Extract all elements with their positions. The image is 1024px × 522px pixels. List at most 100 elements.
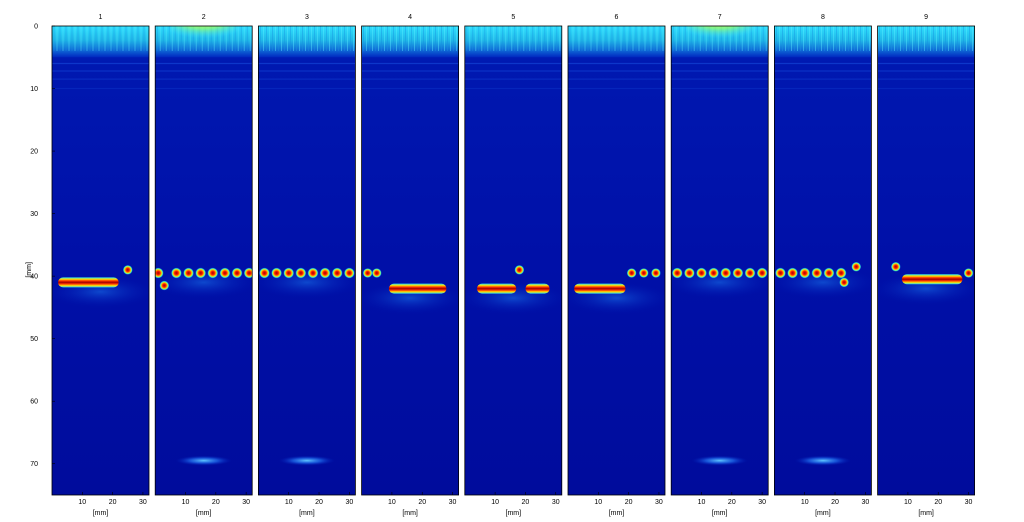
y-tick-label: 10 [30, 86, 38, 93]
panel-image [568, 26, 665, 495]
reflector-bar [525, 283, 550, 294]
background [258, 26, 356, 495]
reflector-dot [170, 267, 182, 279]
reflector-dot [231, 267, 243, 279]
y-tick-label: 50 [30, 336, 38, 343]
x-tick-label: 10 [491, 499, 499, 506]
panel-title: 6 [615, 14, 619, 21]
reflector-dot [219, 267, 231, 279]
back-wall-echo [794, 455, 851, 466]
reflector-dot [155, 267, 164, 279]
panels-layer: 10 20 30 [mm] 1 10 20 30 [mm] 2 10 20 30 [mm] 3 10 20 30 [… [51, 14, 975, 517]
reflector-point [851, 261, 862, 272]
surface-band [464, 26, 562, 58]
y-tick-label: 70 [30, 461, 38, 468]
reflector-dot [331, 267, 343, 279]
panel-image [258, 26, 356, 495]
panel-5: 10 20 30 [mm] 5 [464, 14, 563, 517]
background [568, 26, 665, 495]
reflector-dot [811, 267, 823, 279]
reflector-dot [683, 267, 695, 279]
reflector-bar [476, 283, 517, 294]
panel-title: 9 [924, 14, 928, 21]
panel-6: 10 20 30 [mm] 6 [567, 14, 666, 517]
x-tick-label: 30 [242, 499, 250, 506]
reflector-dot [283, 267, 295, 279]
x-axis-label: [mm] [506, 510, 522, 517]
panel-frame [257, 25, 356, 496]
reflector-dot [787, 267, 799, 279]
x-tick-label: 30 [861, 499, 869, 506]
x-tick-label: 10 [388, 499, 396, 506]
reflector-dot [756, 267, 768, 279]
x-tick-label: 10 [904, 499, 912, 506]
reflector-dot [271, 267, 283, 279]
surface-band [774, 26, 872, 58]
surface-band [361, 26, 459, 58]
reflector-dot [307, 267, 319, 279]
reflector-dot [258, 267, 270, 279]
reflector-dot [295, 267, 307, 279]
x-tick-label: 30 [345, 499, 353, 506]
surface-glare [169, 26, 238, 44]
x-tick-label: 20 [522, 499, 530, 506]
x-axis-label: [mm] [712, 510, 728, 517]
background [155, 26, 253, 495]
x-axis-label: [mm] [609, 510, 625, 517]
reflector-dot [774, 267, 786, 279]
surface-band [258, 26, 356, 58]
panel-2: 10 20 30 [mm] 2 [154, 14, 253, 517]
background [671, 26, 769, 495]
surface-band [877, 26, 975, 58]
x-tick-label: 10 [698, 499, 706, 506]
x-axis-label: [mm] [93, 510, 109, 517]
x-axis-label: [mm] [918, 510, 934, 517]
x-tick-label: 20 [728, 499, 736, 506]
reflector-dot [183, 267, 195, 279]
x-tick-label: 20 [831, 499, 839, 506]
back-wall-echo [691, 455, 748, 466]
surface-glare [685, 26, 754, 44]
reflector-bar [58, 277, 119, 288]
y-tick-label: 0 [34, 24, 38, 31]
x-tick-label: 10 [801, 499, 809, 506]
panel-title: 4 [408, 14, 412, 21]
panel-frame [567, 25, 666, 496]
panel-title: 8 [821, 14, 825, 21]
x-tick-label: 30 [552, 499, 560, 506]
panel-image [155, 26, 253, 495]
panel-title: 2 [202, 14, 206, 21]
x-tick-label: 20 [934, 499, 942, 506]
y-axis: 0 10 20 30 40 50 60 70 [mm] [26, 24, 55, 468]
y-axis-label: [mm] [26, 262, 33, 278]
panel-frame [361, 25, 460, 496]
panel-title: 1 [99, 14, 103, 21]
surface-band [52, 26, 149, 58]
x-tick-label: 30 [965, 499, 973, 506]
panel-4: 10 20 30 [mm] 4 [361, 14, 460, 517]
reflector-point [362, 268, 373, 279]
reflector-point [122, 264, 133, 275]
x-tick-label: 30 [758, 499, 766, 506]
x-tick-label: 10 [285, 499, 293, 506]
reflector-point [650, 268, 661, 279]
x-tick-label: 20 [109, 499, 117, 506]
x-tick-label: 30 [655, 499, 663, 506]
panel-title: 3 [305, 14, 309, 21]
x-axis-label: [mm] [299, 510, 315, 517]
y-tick-label: 60 [30, 399, 38, 406]
reflector-dot [243, 267, 253, 279]
reflector-dot [732, 267, 744, 279]
panel-1: 10 20 30 [mm] 1 [51, 14, 150, 517]
reflector-dot [195, 267, 207, 279]
x-tick-label: 10 [182, 499, 190, 506]
reflector-point [963, 268, 974, 279]
scatter-halo [258, 266, 356, 299]
panel-frame [464, 25, 563, 496]
reflector-bar [388, 283, 447, 294]
reflector-dot [671, 267, 683, 279]
panel-image [877, 26, 975, 495]
reflector-bar [901, 274, 963, 285]
x-tick-label: 10 [594, 499, 602, 506]
reflector-bar [574, 283, 626, 294]
